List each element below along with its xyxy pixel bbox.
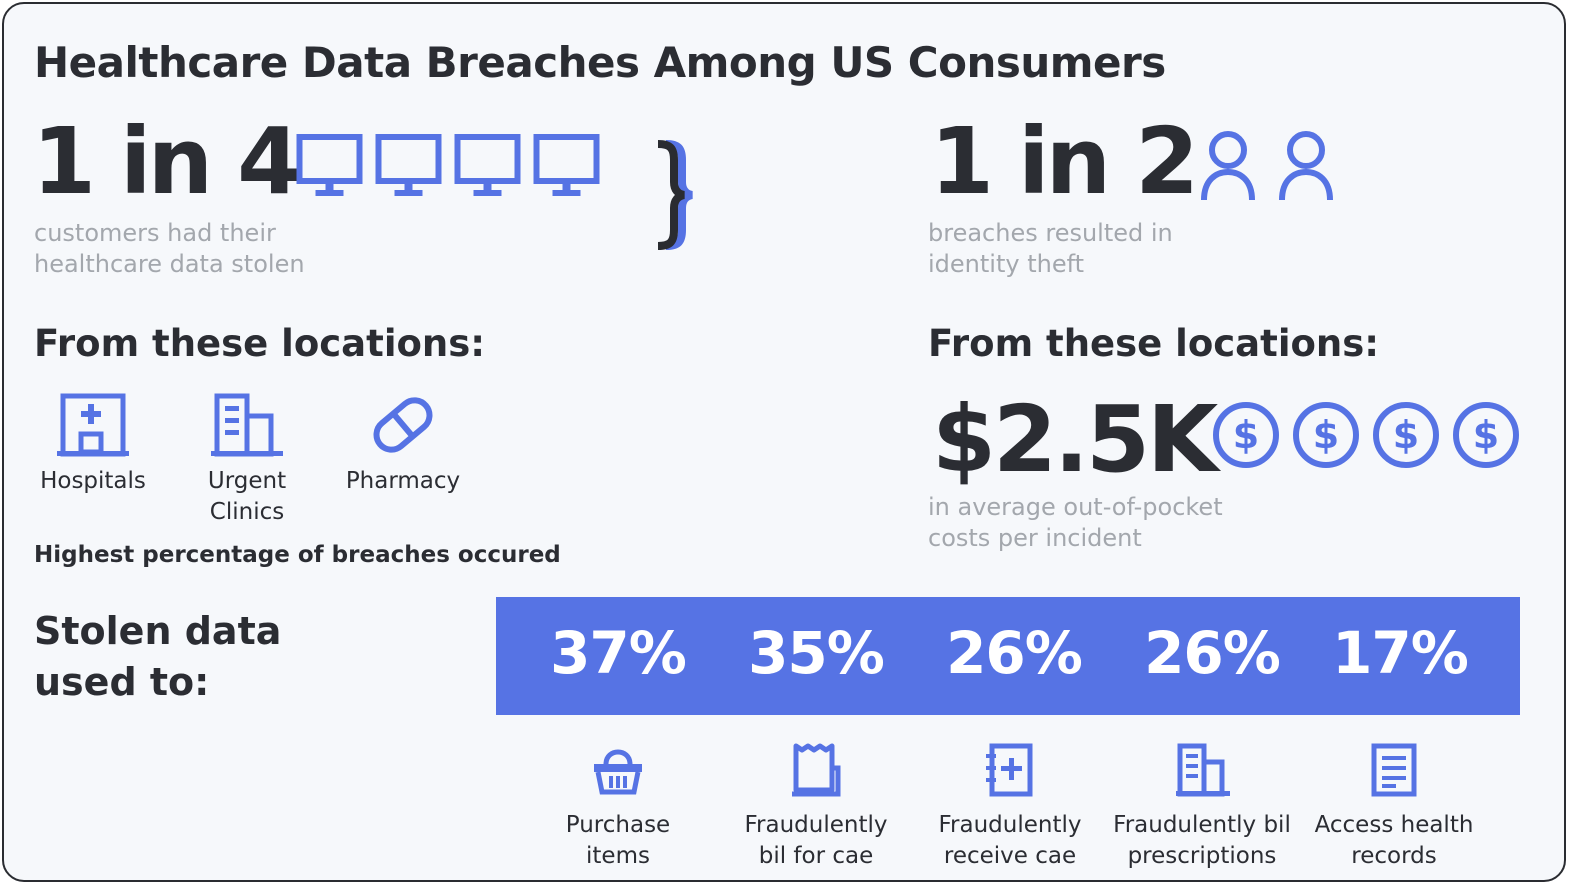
monitor-icon bbox=[454, 134, 521, 196]
breaches-stat-value: 1 in 2 bbox=[930, 108, 1199, 215]
pill-icon bbox=[373, 397, 433, 453]
percent-access-records: 17% bbox=[1332, 619, 1469, 687]
monitor-icon bbox=[296, 134, 363, 196]
use-receive-care: Fraudulently receive cae bbox=[910, 742, 1110, 872]
right-locations-heading: From these locations: bbox=[928, 322, 1380, 365]
basket-icon bbox=[594, 749, 642, 795]
person-icon bbox=[1201, 131, 1255, 201]
document-icon bbox=[1371, 743, 1417, 797]
highest-percentage-note: Highest percentage of breaches occured bbox=[34, 542, 561, 568]
use-purchase-items: Purchase items bbox=[518, 742, 718, 872]
dollar-coin-icon: $ bbox=[1453, 402, 1519, 468]
dollar-coin-icon: $ bbox=[1293, 402, 1359, 468]
percent-purchase-items: 37% bbox=[550, 619, 687, 687]
location-pharmacy: Pharmacy bbox=[338, 392, 468, 497]
customers-stat-caption: customers had their healthcare data stol… bbox=[34, 219, 305, 278]
use-bill-prescriptions: Fraudulently bil prescriptions bbox=[1102, 742, 1302, 872]
hospital-icon bbox=[57, 393, 129, 457]
person-icon-row bbox=[1198, 128, 1354, 202]
monitor-icon bbox=[533, 134, 600, 196]
stolen-data-heading: Stolen data used to: bbox=[34, 609, 282, 704]
receipt-icon bbox=[792, 743, 841, 797]
location-urgent-clinics: Urgent Clinics bbox=[182, 392, 312, 528]
percent-bill-prescriptions: 26% bbox=[1144, 619, 1281, 687]
curly-brace-icon bbox=[657, 140, 693, 250]
page-title: Healthcare Data Breaches Among US Consum… bbox=[34, 38, 1166, 87]
monitor-icon-row bbox=[290, 134, 606, 200]
person-icon bbox=[1279, 131, 1333, 201]
svg-text:$: $ bbox=[1473, 413, 1499, 457]
building-icon bbox=[211, 393, 283, 457]
percent-receive-care: 26% bbox=[946, 619, 1083, 687]
average-cost-caption: in average out-of-pocket costs per incid… bbox=[928, 493, 1223, 552]
left-locations-heading: From these locations: bbox=[34, 322, 486, 365]
svg-text:$: $ bbox=[1233, 413, 1259, 457]
building-icon bbox=[1176, 743, 1230, 797]
svg-text:$: $ bbox=[1393, 413, 1419, 457]
percent-bill-for-care: 35% bbox=[748, 619, 885, 687]
use-access-records: Access health records bbox=[1294, 742, 1494, 872]
dollar-icon-row: $ $ $ $ bbox=[1210, 400, 1530, 470]
dollar-coin-icon: $ bbox=[1373, 402, 1439, 468]
use-bill-for-care: Fraudulently bil for cae bbox=[716, 742, 916, 872]
breaches-stat-caption: breaches resulted in identity theft bbox=[928, 219, 1173, 278]
customers-stat-value: 1 in 4 bbox=[32, 108, 301, 215]
percentage-band: 37% 35% 26% 26% 17% bbox=[496, 597, 1520, 715]
location-hospitals: Hospitals bbox=[28, 392, 158, 497]
dollar-coin-icon: $ bbox=[1213, 402, 1279, 468]
average-cost-value: $2.5K bbox=[932, 386, 1218, 493]
medical-notebook-icon bbox=[986, 743, 1033, 797]
infographic-card: Healthcare Data Breaches Among US Consum… bbox=[2, 2, 1566, 882]
monitor-icon bbox=[375, 134, 442, 196]
svg-text:$: $ bbox=[1313, 413, 1339, 457]
